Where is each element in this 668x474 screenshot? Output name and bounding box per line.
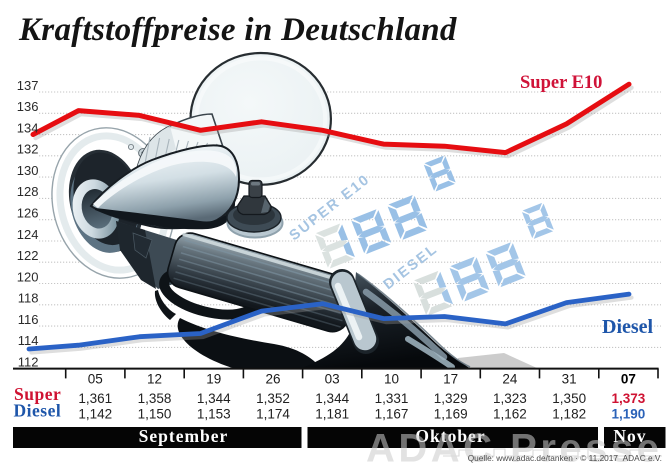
svg-text:130: 130 (17, 163, 39, 178)
svg-text:116: 116 (18, 312, 39, 327)
svg-text:26: 26 (265, 372, 280, 387)
svg-text:1,162: 1,162 (493, 407, 527, 422)
svg-text:Nov: Nov (613, 426, 646, 446)
svg-text:17: 17 (443, 372, 458, 387)
svg-text:1,373: 1,373 (612, 391, 646, 406)
svg-text:126: 126 (17, 206, 39, 221)
svg-text:ADAC Presse: ADAC Presse (366, 427, 662, 471)
svg-text:1,169: 1,169 (434, 407, 468, 422)
svg-text:132: 132 (17, 142, 39, 157)
svg-text:1,344: 1,344 (315, 391, 349, 406)
svg-text:24: 24 (502, 372, 518, 387)
svg-text:134: 134 (17, 120, 39, 135)
svg-text:1,190: 1,190 (612, 407, 646, 422)
svg-text:1,181: 1,181 (315, 407, 349, 422)
svg-text:31: 31 (562, 372, 577, 387)
svg-text:112: 112 (18, 354, 39, 369)
svg-text:03: 03 (325, 372, 340, 387)
svg-text:1,344: 1,344 (197, 391, 231, 406)
svg-text:1,174: 1,174 (256, 407, 290, 422)
svg-text:1,352: 1,352 (256, 391, 290, 406)
svg-text:1,323: 1,323 (493, 391, 527, 406)
svg-text:September: September (139, 426, 229, 446)
svg-text:Diesel: Diesel (602, 316, 654, 338)
svg-text:Oktober: Oktober (415, 426, 485, 446)
svg-text:1,167: 1,167 (375, 407, 409, 422)
svg-text:1,182: 1,182 (552, 407, 586, 422)
svg-text:07: 07 (621, 372, 636, 387)
svg-text:1,142: 1,142 (78, 407, 112, 422)
svg-text:Kraftstoffpreise in Deutschlan: Kraftstoffpreise in Deutschland (18, 12, 457, 48)
svg-text:Diesel: Diesel (14, 401, 62, 421)
svg-text:114: 114 (18, 333, 39, 348)
svg-text:10: 10 (384, 372, 399, 387)
svg-text:05: 05 (88, 372, 103, 387)
svg-text:137: 137 (17, 78, 39, 93)
svg-text:1,331: 1,331 (375, 391, 409, 406)
svg-text:1,361: 1,361 (78, 391, 112, 406)
svg-text:136: 136 (17, 99, 39, 114)
svg-text:1,350: 1,350 (552, 391, 586, 406)
svg-text:Quelle: www.adac.de/tanken · ©: Quelle: www.adac.de/tanken · © 11.2017 A… (468, 453, 662, 463)
svg-text:118: 118 (18, 291, 39, 306)
svg-text:12: 12 (147, 372, 162, 387)
svg-text:1,150: 1,150 (138, 407, 172, 422)
svg-text:Super E10: Super E10 (520, 73, 602, 93)
svg-text:1,329: 1,329 (434, 391, 468, 406)
svg-text:Super: Super (14, 384, 61, 404)
svg-text:120: 120 (17, 269, 39, 284)
svg-text:124: 124 (17, 227, 39, 242)
svg-text:128: 128 (17, 184, 39, 199)
svg-text:19: 19 (206, 372, 221, 387)
svg-text:122: 122 (17, 248, 39, 263)
svg-text:1,153: 1,153 (197, 407, 231, 422)
svg-text:1,358: 1,358 (138, 391, 172, 406)
